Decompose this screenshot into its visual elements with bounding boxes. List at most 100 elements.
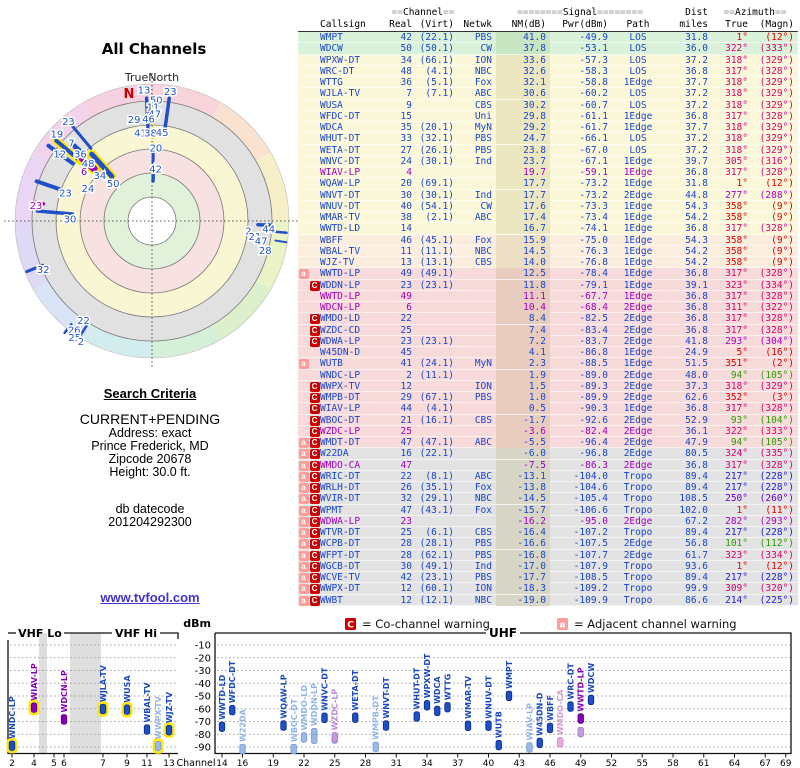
co-channel-icon: C — [347, 621, 354, 631]
cell-true-az: 358° — [725, 212, 748, 223]
cell-nm-db: -18.3 — [496, 583, 550, 595]
warn-adjacent: a — [298, 460, 309, 471]
cell-magn-az: (335°) — [759, 448, 794, 460]
cell-pwr-dbm: -95.0 — [579, 515, 608, 527]
cell-callsign: WNUV-DT — [320, 200, 361, 212]
cell-callsign: WMDO-CA — [320, 459, 361, 471]
signal-bar — [352, 712, 359, 723]
cell-magn-az: (104°) — [759, 414, 794, 426]
cell-real: 33 — [400, 133, 412, 145]
cell-true-az: 317° — [725, 167, 748, 178]
cell-magn-az: (329°) — [759, 77, 794, 88]
warn-adjacent: a — [298, 358, 309, 370]
cell-true-az: 318° — [725, 54, 748, 66]
cell-nm-db: 2.3 — [496, 358, 550, 370]
svg-text:45: 45 — [156, 128, 169, 139]
band-charts: dBm -10-20 -30 -40 -50-60 -70 -80 -90 VHF Lo VHF … — [6, 617, 792, 768]
cell-pwr-dbm: -67.7 — [579, 290, 608, 302]
cell-netwk — [458, 291, 496, 302]
signal-table: ==Channel== ========Signal======== Dist ==A… — [298, 7, 798, 606]
cell-callsign: WNVT-DT — [320, 189, 361, 201]
cell-path: 1Edge — [623, 234, 653, 246]
station-label: WIAV-LP — [30, 663, 39, 700]
col-path: Path — [626, 19, 650, 30]
search-line: Prince Frederick, MD — [91, 439, 209, 453]
cell-miles: 54.2 — [685, 257, 708, 268]
svg-text:23: 23 — [59, 188, 72, 199]
cell-path: 2Edge — [623, 459, 653, 471]
cell-nm-db: 14.5 — [496, 245, 550, 257]
table-row: WHUT-DT 33 (32.1) PBS 24.7 -66.1 LOS 37.2 318° (3… — [298, 133, 798, 145]
svg-text:48: 48 — [82, 159, 95, 170]
svg-text:26: 26 — [68, 326, 81, 337]
warn-adjacent — [298, 235, 309, 246]
station-label: WNUV-DT — [485, 675, 494, 719]
cell-real: 32 — [400, 493, 412, 505]
cell-nm-db: -16.2 — [496, 515, 550, 527]
warn-adjacent: a — [298, 437, 309, 448]
cell-miles: 93.6 — [685, 560, 708, 572]
cell-magn-az: (260°) — [759, 493, 794, 505]
cell-miles: 36.8 — [685, 290, 708, 302]
tvfool-link[interactable]: www.tvfool.com — [100, 590, 200, 605]
cell-netwk: CW — [480, 43, 492, 55]
cell-netwk — [458, 302, 496, 313]
signal-bar — [423, 700, 431, 711]
svg-text:64: 64 — [729, 759, 741, 768]
station-label: WWPX-TV — [154, 695, 163, 739]
cell-real: 49 — [400, 268, 412, 280]
warn-cochannel — [309, 212, 320, 223]
cell-path: LOS — [629, 133, 647, 145]
true-north-label: TrueNorth — [124, 71, 179, 84]
cell-callsign: WBFF — [320, 234, 343, 246]
cell-callsign: WDCW — [320, 43, 343, 55]
warn-cochannel — [309, 268, 320, 279]
warn-cochannel — [309, 235, 320, 246]
cell-netwk: ION — [474, 54, 492, 66]
station-label: WNDC-LP — [8, 696, 17, 739]
cell-true-az: 318° — [725, 122, 748, 133]
warn-adjacent — [298, 77, 309, 88]
warn-adjacent — [298, 370, 309, 381]
cell-netwk: ABC — [474, 88, 492, 100]
cell-true-az: 323° — [725, 549, 748, 561]
cell-real: 7 — [406, 88, 412, 100]
col-virt: (Virt) — [419, 19, 454, 30]
station-label: WJZ-TV — [165, 691, 174, 723]
cell-nm-db: 17.6 — [496, 200, 550, 212]
cell-miles: 37.2 — [685, 54, 708, 66]
station-label: WUTB — [495, 711, 504, 738]
cell-virt: (49.1) — [419, 560, 454, 572]
cell-magn-az: (328°) — [759, 290, 794, 302]
cell-magn-az: (9°) — [771, 200, 794, 212]
warn-adjacent — [298, 190, 309, 201]
table-row: WDCW 50 (50.1) CW 37.8 -53.1 LOS 36.0 322° (333°) — [298, 43, 798, 55]
cell-nm-db: 1.9 — [496, 369, 550, 381]
svg-text:25: 25 — [68, 333, 81, 344]
warn-cochannel — [309, 190, 320, 201]
station-label: WDCN-LP — [60, 670, 69, 712]
cell-virt: (28.1) — [419, 538, 454, 550]
station-label: WBAL-TV — [143, 682, 152, 723]
svg-text:44: 44 — [262, 225, 275, 236]
dbm-label: dBm — [183, 617, 211, 630]
cell-path: 2Edge — [623, 448, 653, 460]
cell-magn-az: (11°) — [765, 504, 794, 516]
cell-pwr-dbm: -89.3 — [579, 380, 608, 392]
station-label: WMDO-LD — [300, 685, 309, 731]
cell-pwr-dbm: -83.7 — [579, 335, 608, 347]
svg-text:38: 38 — [144, 129, 157, 140]
svg-text:16: 16 — [237, 759, 249, 768]
los-ring — [163, 722, 175, 738]
legend-co-channel: C = Co-channel warning — [345, 617, 490, 631]
cell-nm-db: -5.5 — [496, 437, 550, 449]
cell-virt — [416, 111, 458, 122]
table-row: a C WMDO-CA 47 -7.5 -86.3 2Edge 36.8 317° (328°) — [298, 459, 798, 471]
cell-path: Tropo — [623, 504, 653, 516]
cell-netwk — [458, 460, 496, 471]
cell-true-az: 317° — [725, 290, 748, 302]
cell-true-az: 358° — [725, 200, 748, 212]
col-magn: (Magn) — [759, 19, 794, 30]
